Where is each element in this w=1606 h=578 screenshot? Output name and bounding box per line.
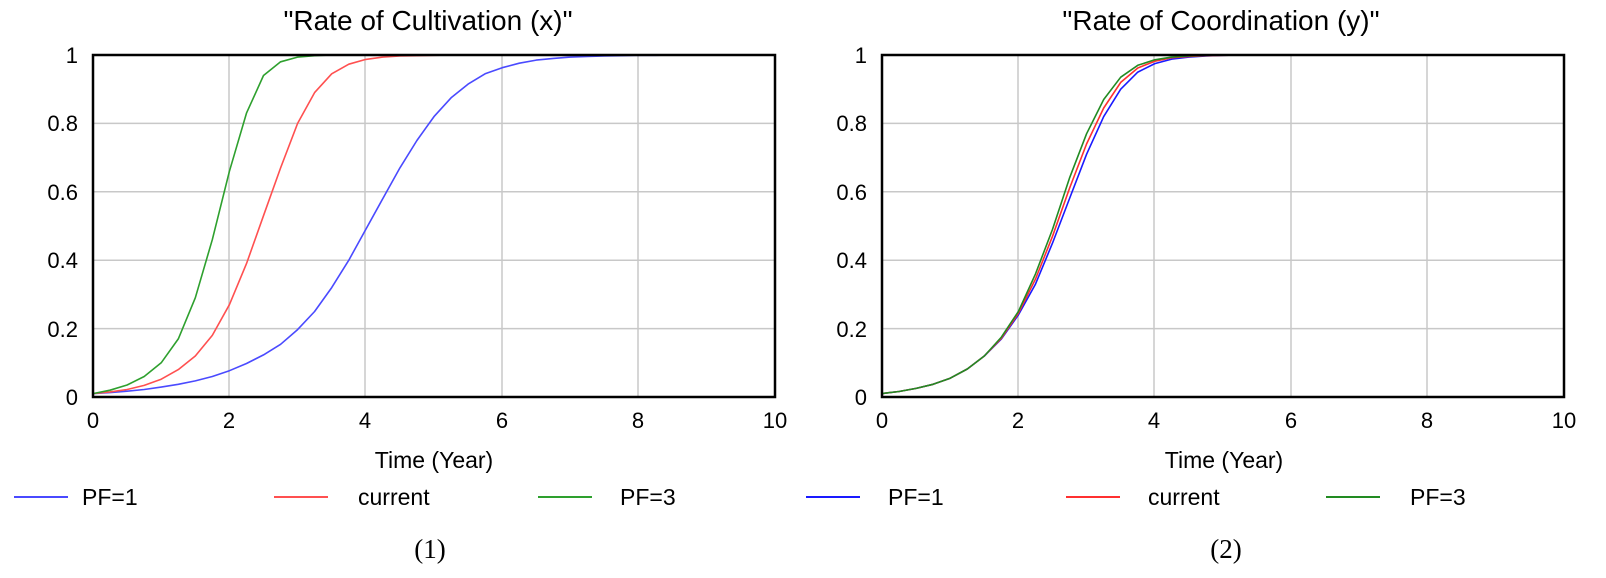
x-tick-label: 6 <box>496 408 508 433</box>
y-tick-label: 0 <box>855 385 867 410</box>
x-tick-label: 2 <box>223 408 235 433</box>
legend-label-pf1: PF=1 <box>82 484 138 510</box>
y-tick-label: 0.2 <box>836 317 867 342</box>
series-lines <box>881 54 1564 395</box>
y-tick-labels: 0 0.2 0.4 0.6 0.8 1 <box>836 43 867 410</box>
y-tick-labels: 0 0.2 0.4 0.6 0.8 1 <box>47 43 78 410</box>
plot-frame <box>91 53 777 399</box>
series-line-current <box>92 54 775 395</box>
x-tick-labels: 0 2 4 6 8 10 <box>876 408 1576 433</box>
legend-label-pf3: PF=3 <box>1410 484 1466 510</box>
x-tick-label: 8 <box>632 408 644 433</box>
chart-panel-1: "Rate of Cultivation (x)" 0 0.2 0.4 0.6 … <box>14 5 787 564</box>
x-tick-labels: 0 2 4 6 8 10 <box>87 408 787 433</box>
y-tick-label: 0.8 <box>836 111 867 136</box>
series-line-pf3 <box>881 54 1564 395</box>
x-axis-label: Time (Year) <box>1165 447 1283 473</box>
series-line-pf1 <box>92 54 775 395</box>
legend-label-pf3: PF=3 <box>620 484 676 510</box>
series-lines <box>92 54 775 395</box>
x-tick-label: 4 <box>359 408 371 433</box>
caption: (2) <box>1210 534 1241 564</box>
grid <box>93 55 775 397</box>
chart-panel-2: "Rate of Coordination (y)" 0 0.2 0.4 0.6… <box>806 5 1576 564</box>
x-tick-label: 6 <box>1285 408 1297 433</box>
y-tick-label: 0.8 <box>47 111 78 136</box>
y-tick-label: 1 <box>66 43 78 68</box>
legend: PF=1 current PF=3 <box>14 484 676 510</box>
chart-title: "Rate of Cultivation (x)" <box>283 5 572 36</box>
y-tick-label: 1 <box>855 43 867 68</box>
y-tick-label: 0.6 <box>47 180 78 205</box>
y-tick-label: 0.4 <box>47 248 78 273</box>
x-tick-label: 10 <box>763 408 787 433</box>
y-tick-label: 0.6 <box>836 180 867 205</box>
caption: (1) <box>414 534 445 564</box>
x-tick-label: 10 <box>1552 408 1576 433</box>
series-line-current <box>881 54 1564 395</box>
chart-title: "Rate of Coordination (y)" <box>1062 5 1379 36</box>
grid <box>882 55 1564 397</box>
x-axis-label: Time (Year) <box>375 447 493 473</box>
series-line-pf1 <box>881 54 1564 395</box>
series-line-pf3 <box>92 54 775 395</box>
legend-label-current: current <box>358 484 430 510</box>
x-tick-label: 8 <box>1421 408 1433 433</box>
plot-frame <box>880 53 1566 399</box>
y-tick-label: 0 <box>66 385 78 410</box>
y-tick-label: 0.2 <box>47 317 78 342</box>
x-tick-label: 2 <box>1012 408 1024 433</box>
legend-label-current: current <box>1148 484 1220 510</box>
x-tick-label: 0 <box>876 408 888 433</box>
x-tick-label: 4 <box>1148 408 1160 433</box>
legend: PF=1 current PF=3 <box>806 484 1466 510</box>
y-tick-label: 0.4 <box>836 248 867 273</box>
legend-label-pf1: PF=1 <box>888 484 944 510</box>
x-tick-label: 0 <box>87 408 99 433</box>
